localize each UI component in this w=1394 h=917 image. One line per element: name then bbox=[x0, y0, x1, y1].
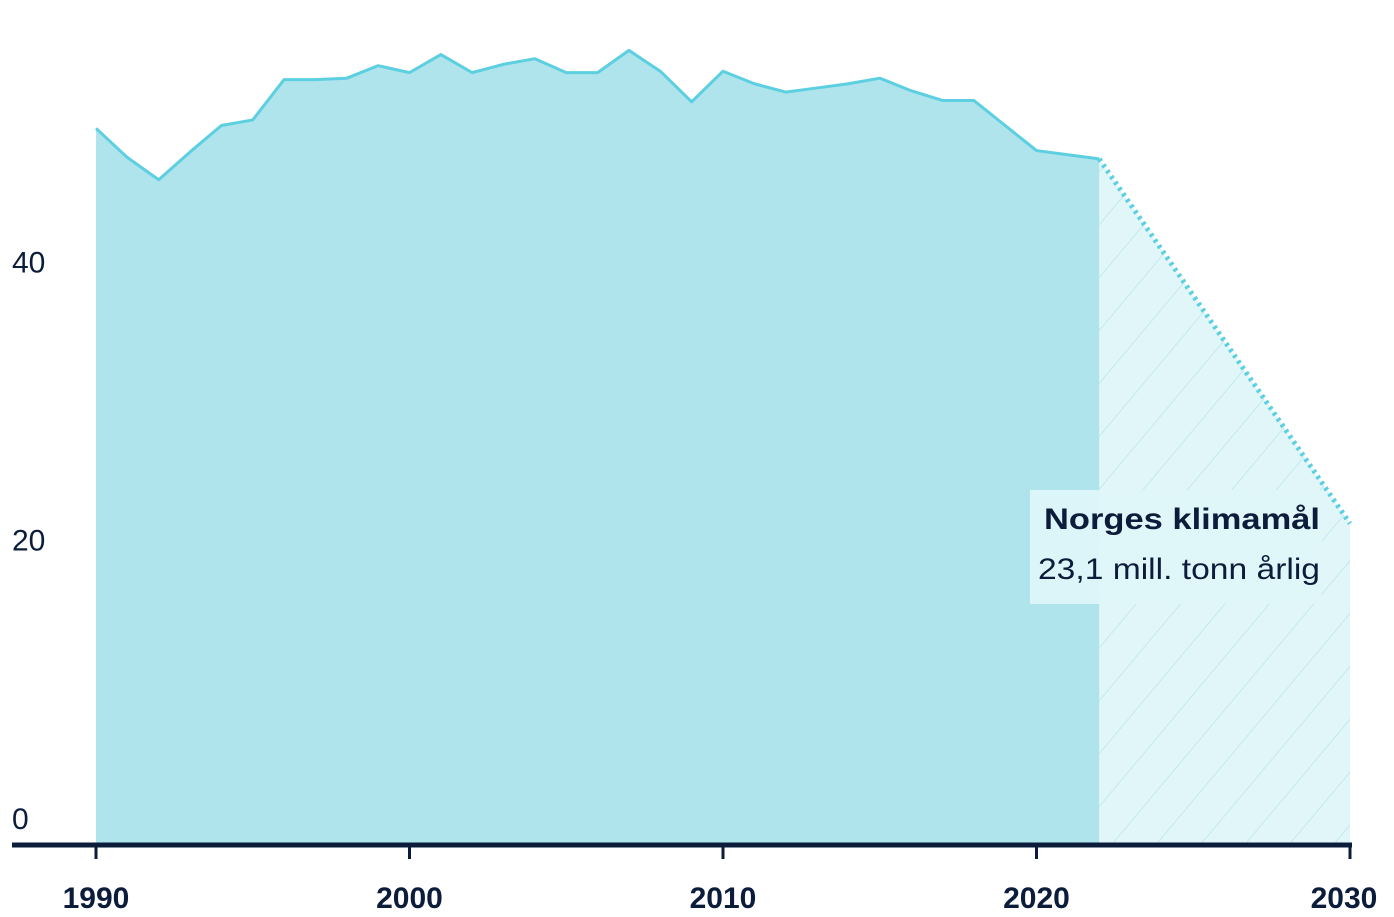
area bbox=[96, 50, 1100, 845]
plot bbox=[94, 48, 1353, 846]
line bbox=[94, 48, 1100, 182]
labels: 0 20 40 1990 2000 2010 2020 2030 Norges klimamål… bbox=[12, 246, 1377, 915]
annotation-title: Norges klimamål bbox=[1044, 503, 1320, 536]
annotation-text: 23,1 mill. tonn årlig bbox=[1038, 553, 1320, 586]
y-tick-label: 40 bbox=[12, 246, 45, 279]
x-tick-label: 2020 bbox=[1003, 882, 1070, 915]
x-tick-label: 1990 bbox=[63, 882, 130, 915]
x-tick-label: 2010 bbox=[690, 882, 757, 915]
annotation-box bbox=[1030, 490, 1322, 604]
y-tick-label: 0 bbox=[12, 803, 29, 836]
x-tick-label: 2030 bbox=[1311, 882, 1378, 915]
y-tick-label: 20 bbox=[12, 525, 45, 558]
x-tick-label: 2000 bbox=[376, 882, 443, 915]
